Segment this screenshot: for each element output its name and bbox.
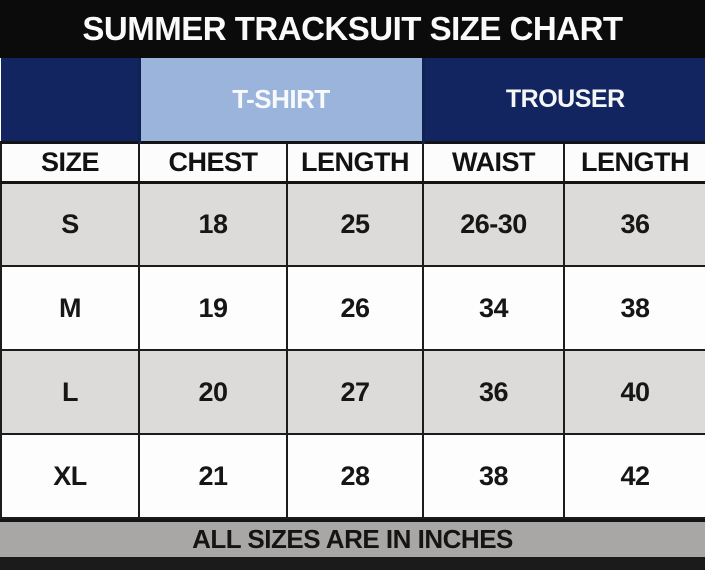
- cell-waist: 38: [422, 433, 566, 519]
- cell-waist: 26-30: [422, 181, 566, 267]
- cell-chest: 19: [138, 265, 288, 351]
- group-header-trouser: TROUSER: [423, 58, 705, 142]
- cell-size: L: [0, 349, 140, 435]
- column-header-size: SIZE: [0, 140, 140, 184]
- cell-tshirt-length: 26: [285, 265, 425, 351]
- column-header-chest: CHEST: [138, 140, 288, 184]
- cell-size: M: [0, 265, 140, 351]
- column-header-waist: WAIST: [422, 140, 566, 184]
- cell-trouser-length: 40: [563, 349, 705, 435]
- chart-title: SUMMER TRACKSUIT SIZE CHART: [82, 10, 623, 47]
- table-row-s: S 18 25 26-30 36: [0, 181, 705, 267]
- cell-chest: 20: [138, 349, 288, 435]
- column-header-row: SIZE CHEST LENGTH WAIST LENGTH: [0, 140, 705, 184]
- size-table: T-SHIRT TROUSER SIZE CHEST LENGTH WAIST …: [0, 58, 705, 519]
- cell-chest: 21: [138, 433, 288, 519]
- cell-waist: 34: [422, 265, 566, 351]
- column-header-trouser-length: LENGTH: [563, 140, 705, 184]
- cell-trouser-length: 38: [563, 265, 705, 351]
- cell-waist: 36: [422, 349, 566, 435]
- table-row-l: L 20 27 36 40: [0, 349, 705, 435]
- cell-size: XL: [0, 433, 140, 519]
- footer-note: ALL SIZES ARE IN INCHES: [192, 524, 513, 554]
- table-row-xl: XL 21 28 38 42: [0, 433, 705, 519]
- bottom-strip: [0, 557, 705, 570]
- cell-trouser-length: 36: [563, 181, 705, 267]
- cell-trouser-length: 42: [563, 433, 705, 519]
- table-row-m: M 19 26 34 38: [0, 265, 705, 351]
- column-header-tshirt-length: LENGTH: [285, 140, 425, 184]
- cell-chest: 18: [138, 181, 288, 267]
- footer-note-bar: ALL SIZES ARE IN INCHES: [0, 519, 705, 557]
- cell-tshirt-length: 25: [285, 181, 425, 267]
- cell-size: S: [0, 181, 140, 267]
- cell-tshirt-length: 27: [285, 349, 425, 435]
- group-header-tshirt: T-SHIRT: [137, 58, 425, 142]
- group-header-row: T-SHIRT TROUSER: [1, 58, 705, 142]
- chart-title-bar: SUMMER TRACKSUIT SIZE CHART: [0, 0, 705, 58]
- group-header-spacer: [1, 58, 139, 142]
- cell-tshirt-length: 28: [285, 433, 425, 519]
